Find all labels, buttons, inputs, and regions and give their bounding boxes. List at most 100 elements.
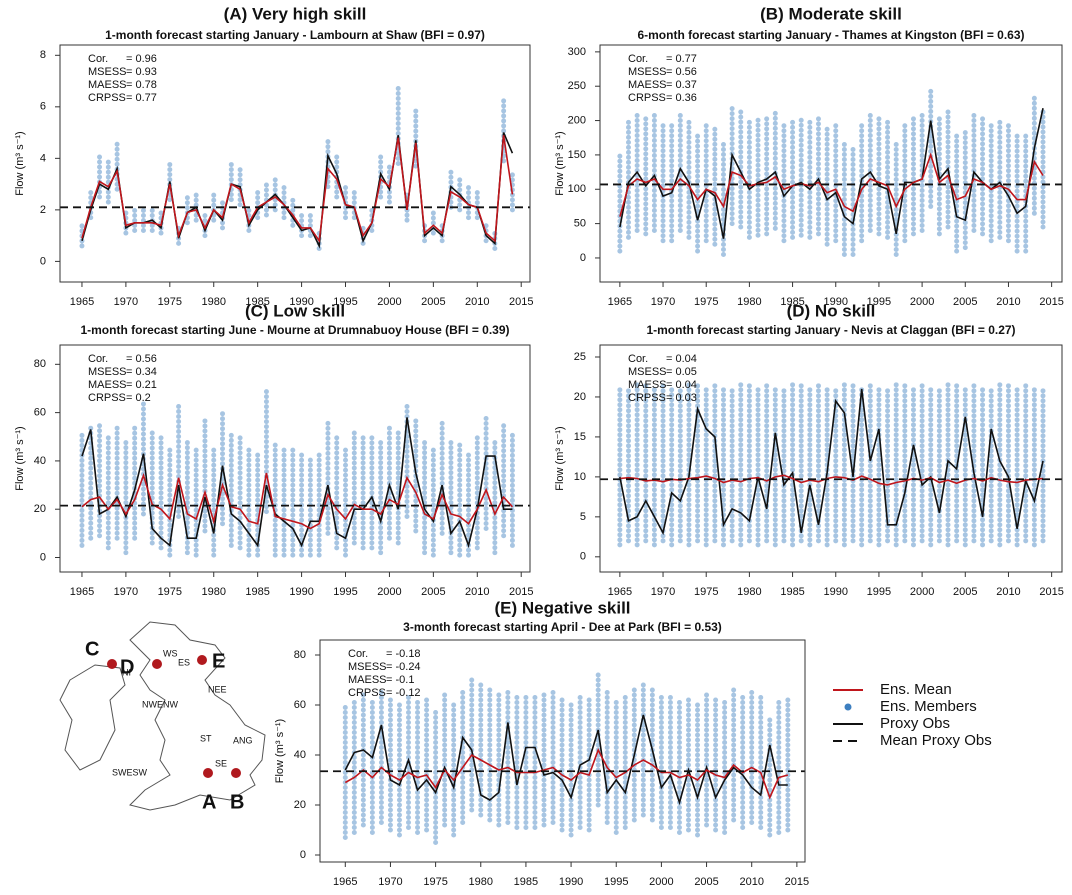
stat-value: = 0.04 xyxy=(666,379,697,391)
x-tick-label: 1970 xyxy=(651,586,675,598)
site-dot xyxy=(107,659,117,669)
x-tick-label: 2010 xyxy=(996,586,1020,598)
x-tick-label: 1965 xyxy=(608,586,632,598)
x-tick-label: 1980 xyxy=(469,876,493,888)
y-tick-label: 40 xyxy=(294,749,306,761)
y-tick-label: 150 xyxy=(568,149,586,161)
x-tick-label: 2000 xyxy=(377,586,401,598)
region-label: ANG xyxy=(233,735,253,745)
panel-subtitle: 3-month forecast starting April - Dee at… xyxy=(403,620,722,634)
stat-value: = 0.05 xyxy=(666,366,697,378)
map-outline xyxy=(129,621,266,811)
series-line xyxy=(619,108,1044,239)
x-tick-label: 1970 xyxy=(651,296,675,308)
stat-value: = 0.37 xyxy=(666,79,697,91)
x-tick-label: 1995 xyxy=(604,876,628,888)
region-label: ES xyxy=(178,657,190,667)
site-label: E xyxy=(212,650,225,672)
x-tick-label: 2005 xyxy=(953,586,977,598)
panel-subtitle: 1-month forecast starting January - Nevi… xyxy=(646,323,1015,337)
stat-value: = 0.21 xyxy=(126,379,157,391)
panel-subtitle: 1-month forecast starting January - Lamb… xyxy=(105,28,485,42)
panel-title: (C) Low skill xyxy=(245,301,345,320)
y-tick-label: 0 xyxy=(580,551,586,563)
x-tick-label: 2000 xyxy=(910,296,934,308)
x-tick-label: 1985 xyxy=(780,296,804,308)
plot-frame xyxy=(59,344,531,573)
y-tick-label: 15 xyxy=(574,431,586,443)
stat-label: MSESS xyxy=(88,366,127,378)
site-dot xyxy=(203,768,213,778)
panel-title: (D) No skill xyxy=(787,301,876,320)
site-label: B xyxy=(230,791,244,813)
site-label: C xyxy=(85,638,99,660)
x-tick-label: 2000 xyxy=(910,586,934,598)
stat-label: CRPSS xyxy=(88,392,126,404)
site-label: A xyxy=(202,791,216,813)
legend-label: Ens. Members xyxy=(880,698,977,715)
x-tick-label: 1990 xyxy=(289,586,313,598)
y-axis-label: Flow (m³ s⁻¹) xyxy=(14,426,26,490)
y-axis-label: Flow (m³ s⁻¹) xyxy=(554,131,566,195)
legend-label: Ens. Mean xyxy=(880,681,952,698)
y-axis-label: Flow (m³ s⁻¹) xyxy=(14,131,26,195)
stat-label: MSESS xyxy=(628,66,667,78)
plot-frame xyxy=(599,344,1063,573)
x-tick-label: 1965 xyxy=(70,586,94,598)
region-label: NI xyxy=(122,667,131,677)
stat-value: = 0.03 xyxy=(666,392,697,404)
stat-label: MAESS xyxy=(88,379,127,391)
stat-label: MAESS xyxy=(628,79,667,91)
y-axis-label: Flow (m³ s⁻¹) xyxy=(274,719,286,783)
y-tick-label: 80 xyxy=(294,649,306,661)
y-tick-label: 0 xyxy=(300,849,306,861)
x-tick-label: 1965 xyxy=(70,296,94,308)
region-label: NWENW xyxy=(142,699,178,709)
site-dot xyxy=(152,659,162,669)
x-tick-label: 2010 xyxy=(996,296,1020,308)
stat-value: = -0.24 xyxy=(386,661,421,673)
region-label: NEE xyxy=(208,684,227,694)
stat-value: = 0.34 xyxy=(126,366,157,378)
stat-label: CRPSS xyxy=(348,687,386,699)
y-tick-label: 20 xyxy=(574,391,586,403)
region-label: SWESW xyxy=(112,767,148,777)
stat-value: = 0.2 xyxy=(126,392,151,404)
x-tick-label: 2005 xyxy=(421,296,445,308)
panel-subtitle: 1-month forecast starting June - Mourne … xyxy=(80,323,509,337)
panel-subtitle: 6-month forecast starting January - Tham… xyxy=(637,28,1024,42)
x-tick-label: 1990 xyxy=(289,296,313,308)
x-tick-label: 1965 xyxy=(333,876,357,888)
stat-label: MAESS xyxy=(348,674,387,686)
legend-label: Mean Proxy Obs xyxy=(880,732,992,749)
x-tick-label: 1985 xyxy=(514,876,538,888)
y-tick-label: 8 xyxy=(40,49,46,61)
x-tick-label: 2015 xyxy=(509,586,533,598)
stat-value: = 0.36 xyxy=(666,92,697,104)
stat-label: MSESS xyxy=(348,661,387,673)
y-axis-label: Flow (m³ s⁻¹) xyxy=(554,426,566,490)
y-tick-label: 2 xyxy=(40,204,46,216)
y-tick-label: 10 xyxy=(574,471,586,483)
region-label: SE xyxy=(215,758,227,768)
plot-frame xyxy=(59,44,531,283)
series-line xyxy=(344,748,789,800)
plot-frame xyxy=(599,44,1063,283)
y-tick-label: 25 xyxy=(574,351,586,363)
series-line xyxy=(81,132,514,249)
stat-value: = -0.1 xyxy=(386,674,414,686)
y-tick-label: 6 xyxy=(40,101,46,113)
series-line xyxy=(619,388,1044,536)
x-tick-label: 2005 xyxy=(694,876,718,888)
x-tick-label: 2010 xyxy=(465,296,489,308)
x-tick-label: 1980 xyxy=(201,296,225,308)
region-label: WS xyxy=(163,648,178,658)
stat-label: MSESS xyxy=(88,66,127,78)
stat-label: Cor. xyxy=(628,353,648,365)
y-tick-label: 60 xyxy=(294,699,306,711)
x-tick-label: 1970 xyxy=(114,296,138,308)
stat-value: = 0.77 xyxy=(666,53,697,65)
x-tick-label: 2015 xyxy=(1039,296,1063,308)
y-tick-label: 5 xyxy=(580,511,586,523)
